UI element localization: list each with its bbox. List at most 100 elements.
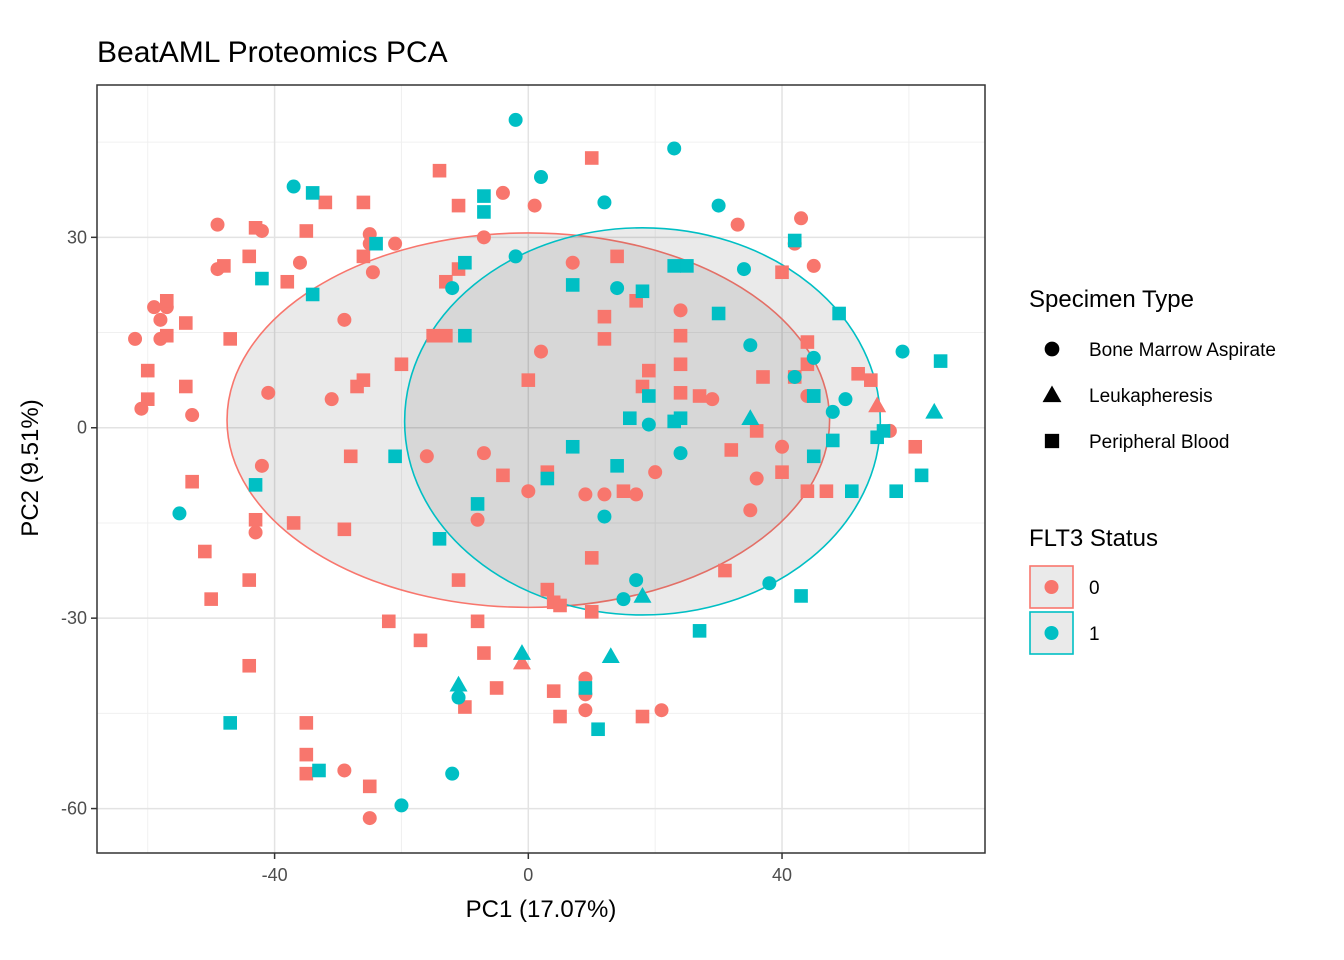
point-triangle-flt3-0 — [868, 396, 887, 413]
point-circle-flt3-0 — [388, 236, 403, 251]
point-circle-flt3-1 — [508, 249, 523, 264]
point-square-flt3-0 — [864, 373, 878, 387]
point-circle-flt3-0 — [128, 331, 143, 346]
point-square-flt3-0 — [280, 274, 295, 289]
point-square-flt3-0 — [242, 573, 257, 587]
point-square-flt3-1 — [933, 354, 948, 368]
point-circle-flt3-0 — [185, 408, 200, 423]
point-square-flt3-0 — [223, 332, 237, 346]
legend-color-item: 0 — [1029, 565, 1100, 609]
point-square-flt3-1 — [223, 716, 237, 730]
point-square-flt3-0 — [496, 468, 510, 483]
point-square-flt3-0 — [635, 709, 650, 724]
legend-square-key — [1044, 433, 1060, 449]
y-tick-label: -30 — [61, 608, 87, 628]
point-square-flt3-0 — [248, 221, 263, 235]
point-square-flt3-1 — [565, 278, 580, 292]
point-square-flt3-0 — [179, 316, 193, 330]
legend-shape-item: Bone Marrow Aspirate — [1044, 340, 1276, 361]
point-square-flt3-0 — [610, 249, 624, 264]
legend-triangle-key — [1042, 385, 1062, 403]
legend-color-key-dot — [1044, 626, 1059, 640]
point-circle-flt3-0 — [730, 217, 745, 232]
point-square-flt3-1 — [578, 681, 593, 695]
point-circle-flt3-0 — [648, 465, 663, 480]
legend-color-item: 1 — [1029, 611, 1100, 655]
point-circle-flt3-1 — [667, 141, 682, 156]
point-circle-flt3-1 — [394, 798, 409, 813]
x-tick-label: 40 — [772, 865, 792, 885]
point-circle-flt3-0 — [743, 503, 758, 518]
point-square-flt3-1 — [458, 255, 472, 270]
point-square-flt3-1 — [248, 478, 263, 492]
point-circle-flt3-1 — [825, 404, 840, 419]
point-square-flt3-1 — [876, 424, 891, 438]
point-square-flt3-0 — [597, 309, 612, 324]
point-square-flt3-0 — [337, 522, 352, 537]
point-square-flt3-1 — [635, 284, 650, 299]
point-square-flt3-0 — [489, 681, 504, 695]
point-square-flt3-0 — [356, 249, 371, 264]
point-square-flt3-0 — [521, 373, 536, 387]
point-square-flt3-1 — [667, 259, 681, 273]
point-circle-flt3-1 — [451, 690, 466, 705]
point-circle-flt3-1 — [610, 281, 625, 296]
point-square-flt3-0 — [546, 684, 561, 698]
point-square-flt3-0 — [584, 551, 599, 565]
point-square-flt3-1 — [470, 497, 485, 511]
point-circle-flt3-1 — [736, 262, 751, 277]
point-square-flt3-0 — [718, 563, 732, 578]
point-circle-flt3-0 — [476, 446, 491, 461]
axes: -40 0 40 -60 -30 0 30 — [61, 227, 792, 885]
point-circle-flt3-0 — [565, 255, 580, 270]
point-square-flt3-1 — [914, 468, 929, 483]
x-tick-label: -40 — [262, 865, 288, 885]
point-circle-flt3-0 — [705, 392, 720, 407]
point-square-flt3-1 — [832, 306, 846, 321]
point-square-flt3-0 — [426, 328, 440, 343]
point-square-flt3-0 — [356, 195, 371, 210]
point-square-flt3-0 — [800, 484, 815, 499]
point-square-flt3-0 — [553, 598, 567, 613]
point-square-flt3-0 — [642, 363, 656, 378]
point-square-flt3-0 — [756, 370, 770, 384]
point-circle-flt3-1 — [711, 198, 726, 213]
point-circle-flt3-1 — [641, 417, 656, 432]
point-square-flt3-0 — [140, 363, 155, 378]
point-circle-flt3-1 — [895, 344, 910, 359]
point-square-flt3-1 — [845, 484, 859, 499]
point-square-flt3-1 — [432, 532, 447, 546]
point-square-flt3-0 — [394, 357, 409, 372]
legend-shape-item: Peripheral Blood — [1044, 432, 1229, 453]
ellipse-flt3-1 — [403, 227, 882, 616]
point-square-flt3-0 — [775, 265, 789, 280]
point-square-flt3-1 — [255, 271, 269, 286]
point-circle-flt3-0 — [261, 385, 276, 400]
legend-shape-title: Specimen Type — [1029, 286, 1194, 313]
point-circle-flt3-0 — [578, 703, 593, 718]
point-circle-flt3-0 — [629, 487, 644, 502]
legend-specimen-type: Specimen Type Bone Marrow Aspirate Leukap… — [1029, 286, 1276, 453]
point-triangle-flt3-1 — [633, 586, 652, 603]
legend-color-key-dot — [1044, 580, 1059, 594]
legend-color-label: 0 — [1089, 578, 1100, 599]
point-square-flt3-0 — [299, 716, 314, 730]
legend-color-title: FLT3 Status — [1029, 525, 1158, 552]
point-triangle-flt3-1 — [925, 402, 944, 419]
point-triangle-flt3-1 — [601, 647, 620, 663]
point-circle-flt3-1 — [286, 179, 301, 194]
point-square-flt3-0 — [159, 328, 174, 343]
x-axis-title: PC1 (17.07%) — [466, 896, 617, 923]
point-square-flt3-0 — [584, 605, 599, 619]
point-circle-flt3-0 — [147, 300, 162, 315]
y-axis-title: PC2 (9.51%) — [17, 399, 44, 536]
point-square-flt3-0 — [451, 198, 466, 213]
point-square-flt3-0 — [432, 163, 447, 178]
data-points — [128, 112, 948, 826]
plot-panel — [96, 84, 986, 854]
point-circle-flt3-0 — [153, 312, 168, 327]
point-circle-flt3-0 — [470, 512, 485, 527]
point-circle-flt3-1 — [508, 112, 523, 127]
point-circle-flt3-0 — [794, 211, 809, 226]
point-square-flt3-1 — [680, 259, 694, 273]
